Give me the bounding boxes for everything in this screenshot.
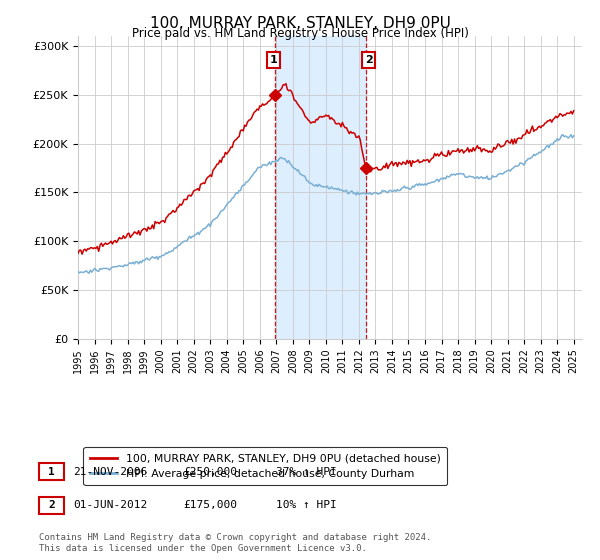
Text: £175,000: £175,000	[183, 500, 237, 510]
Bar	[275, 36, 367, 339]
Text: 10% ↑ HPI: 10% ↑ HPI	[276, 500, 337, 510]
Text: 2: 2	[365, 55, 373, 65]
Text: 21-NOV-2006: 21-NOV-2006	[73, 466, 148, 477]
Text: £250,000: £250,000	[183, 466, 237, 477]
Text: 1: 1	[270, 55, 278, 65]
Text: 100, MURRAY PARK, STANLEY, DH9 0PU: 100, MURRAY PARK, STANLEY, DH9 0PU	[149, 16, 451, 31]
Text: Contains HM Land Registry data © Crown copyright and database right 2024.
This d: Contains HM Land Registry data © Crown c…	[39, 533, 431, 553]
Text: 37% ↑ HPI: 37% ↑ HPI	[276, 466, 337, 477]
Text: Price paid vs. HM Land Registry's House Price Index (HPI): Price paid vs. HM Land Registry's House …	[131, 27, 469, 40]
Text: 1: 1	[48, 466, 55, 477]
Text: 01-JUN-2012: 01-JUN-2012	[73, 500, 148, 510]
Text: 2: 2	[48, 500, 55, 510]
Legend: 100, MURRAY PARK, STANLEY, DH9 0PU (detached house), HPI: Average price, detache: 100, MURRAY PARK, STANLEY, DH9 0PU (deta…	[83, 447, 447, 486]
